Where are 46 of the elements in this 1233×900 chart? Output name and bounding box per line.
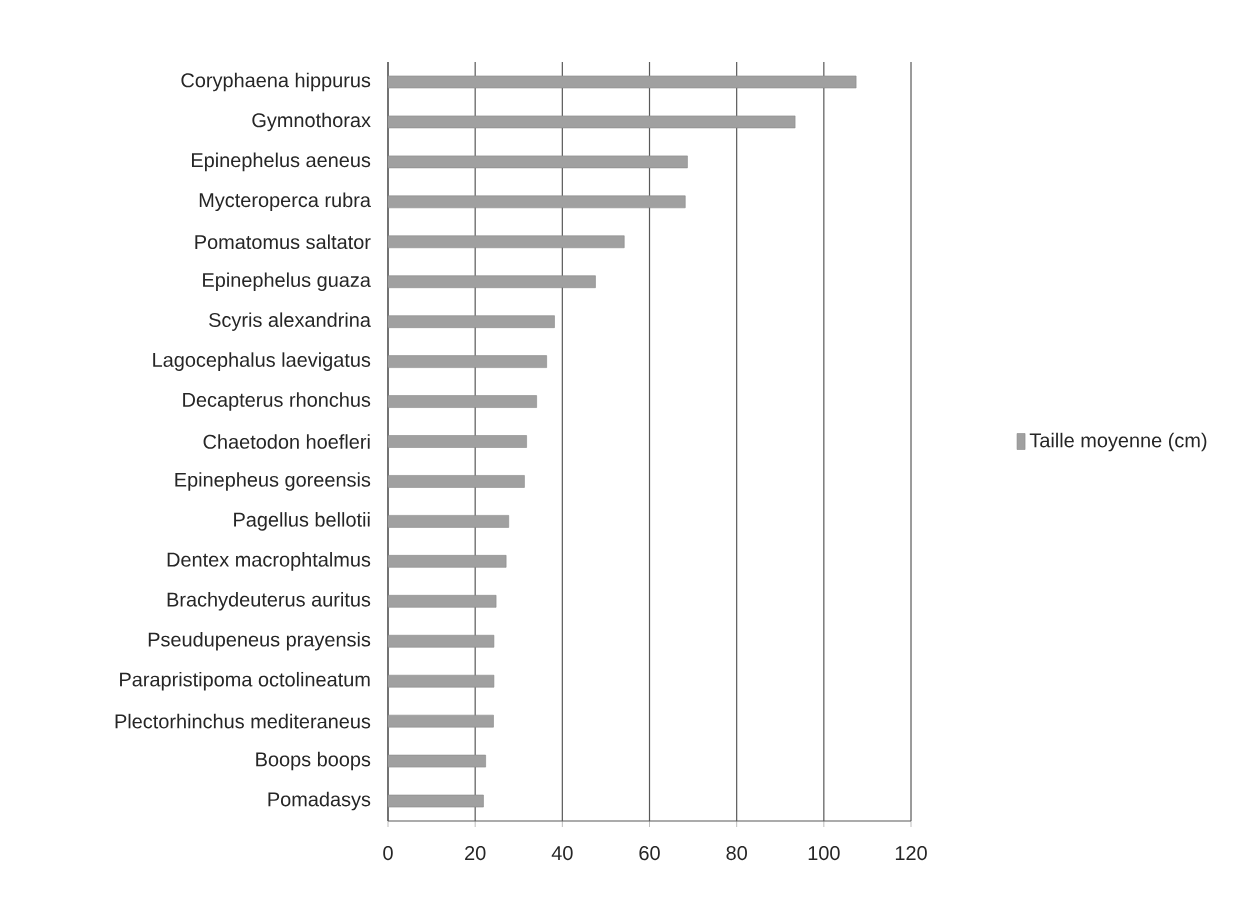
y-tick-label: Brachydeuterus auritus (167, 592, 371, 611)
y-tick-label: Gymnothorax (252, 112, 371, 132)
bar (387, 115, 796, 129)
legend-label: Taille moyenne (cm) (1029, 432, 1207, 452)
x-tick-label: 80 (726, 846, 747, 861)
bar (387, 195, 686, 209)
y-tick-label: Dentex macrophtalmus (167, 552, 371, 571)
y-tick-label: Epinepheus goreensis (175, 472, 371, 491)
bar (387, 794, 484, 808)
y-tick-label: Epinephelus guaza (203, 272, 371, 291)
x-tick-label: 0 (383, 846, 393, 861)
x-tick-label: 60 (639, 846, 660, 861)
bar (387, 595, 497, 608)
bar (387, 555, 507, 568)
bar (387, 754, 486, 768)
bar (387, 355, 547, 368)
y-tick-label: Pagellus bellotii (234, 512, 370, 531)
bar (387, 395, 537, 408)
bar (387, 714, 494, 728)
y-tick-label: Boops boops (256, 751, 371, 771)
y-tick-label: Decapterus rhonchus (183, 392, 371, 411)
x-tick-label: 20 (465, 846, 486, 861)
y-tick-label: Epinephelus aeneus (192, 152, 371, 172)
x-tick-label: 100 (808, 846, 840, 861)
bar (387, 674, 495, 688)
bar (387, 315, 555, 328)
y-tick-label: Parapristipoma octolineatum (120, 671, 370, 691)
y-tick-label: Coryphaena hippurus (181, 72, 371, 92)
bar (387, 155, 688, 169)
x-tick-label: 120 (895, 846, 927, 861)
y-tick-label: Plectorhinchus mediteraneus (115, 713, 371, 729)
bar (387, 634, 495, 648)
bar (387, 515, 510, 528)
y-tick-label: Pomadasys (268, 791, 371, 811)
bar (387, 435, 527, 448)
bar (387, 475, 525, 488)
y-tick-label: Lagocephalus laevigatus (153, 352, 371, 371)
bar (387, 75, 857, 89)
y-tick-label: Scyris alexandrina (209, 312, 371, 331)
x-tick-label: 40 (551, 846, 573, 861)
bar (387, 275, 596, 289)
bar (387, 235, 625, 249)
y-tick-label: Pomatomus saltator (195, 234, 371, 250)
y-tick-label: Chaetodon hoefleri (203, 434, 370, 449)
y-tick-label: Mycteroperca rubra (199, 192, 371, 212)
y-tick-label: Pseudupeneus prayensis (148, 631, 371, 651)
